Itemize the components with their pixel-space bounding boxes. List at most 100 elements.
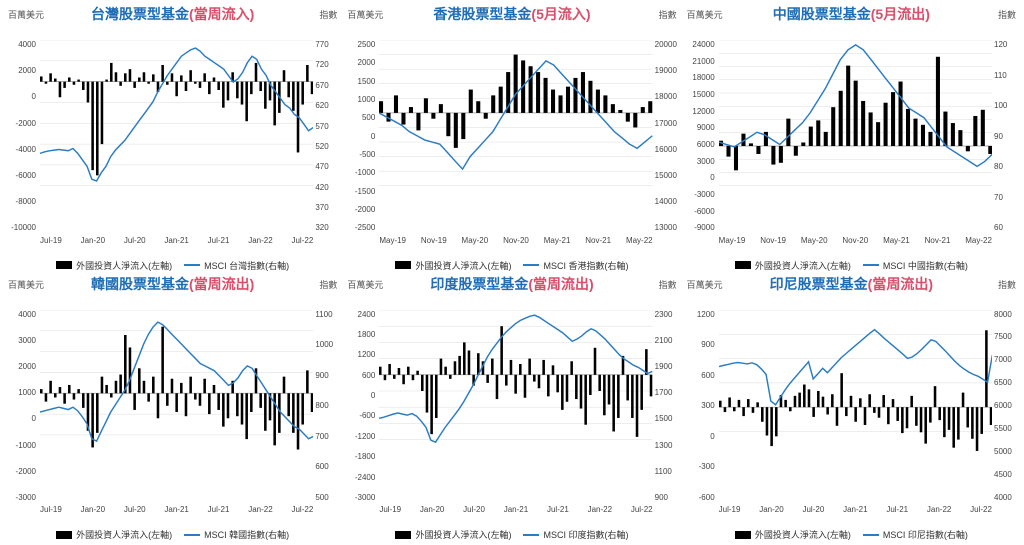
y-left-unit: 百萬美元 bbox=[347, 8, 383, 21]
chart-title: 印尼股票型基金(當周流出) bbox=[683, 274, 1020, 294]
legend-bar-label: 外國投資人淨流入(左軸) bbox=[76, 259, 172, 272]
bar-swatch bbox=[56, 261, 72, 269]
title-main: 印尼股票型基金 bbox=[770, 276, 868, 292]
legend-bar: 外國投資人淨流入(左軸) bbox=[56, 528, 172, 541]
y-right-ticks: 12011010090807060 bbox=[994, 40, 1018, 233]
y-left-ticks: 12009006003000-300-600 bbox=[689, 310, 715, 503]
line-swatch bbox=[523, 534, 539, 536]
y-left-ticks: 24000210001800015000120009000600030000-3… bbox=[689, 40, 715, 233]
chart-title: 香港股票型基金(5月流入) bbox=[343, 4, 680, 24]
legend-bar: 外國投資人淨流入(左軸) bbox=[56, 259, 172, 272]
y-left-unit: 百萬美元 bbox=[8, 8, 44, 21]
legend-line-label: MSCI 香港指數(右軸) bbox=[543, 259, 628, 272]
chart-area: 12009006003000-300-600800075007000650060… bbox=[719, 310, 992, 503]
line-swatch bbox=[863, 264, 879, 266]
title-sub: (當周流出) bbox=[528, 276, 593, 292]
x-ticks: Jul-19Jan-20Jul-20Jan-21Jul-21Jan-22Jul-… bbox=[40, 236, 313, 245]
chart-panel-india: 印度股票型基金(當周流出)百萬美元指數2400180012006000-600-… bbox=[343, 274, 680, 542]
legend: 外國投資人淨流入(左軸) MSCI 印度指數(右軸) bbox=[343, 528, 680, 541]
y-left-ticks: 400020000-2000-4000-6000-8000-10000 bbox=[10, 40, 36, 233]
title-sub: (當周流入) bbox=[189, 6, 254, 22]
legend-line-label: MSCI 印尼指數(右軸) bbox=[883, 528, 968, 541]
legend-bar-label: 外國投資人淨流入(左軸) bbox=[755, 259, 851, 272]
legend: 外國投資人淨流入(左軸) MSCI 印尼指數(右軸) bbox=[683, 528, 1020, 541]
title-sub: (5月流入) bbox=[531, 6, 590, 22]
y-right-unit: 指數 bbox=[659, 8, 677, 21]
legend: 外國投資人淨流入(左軸) MSCI 香港指數(右軸) bbox=[343, 259, 680, 272]
plot-svg bbox=[379, 310, 652, 456]
chart-title: 韓國股票型基金(當周流出) bbox=[4, 274, 341, 294]
x-ticks: May-19Nov-19May-20Nov-20May-21Nov-21May-… bbox=[379, 236, 652, 245]
y-left-unit: 百萬美元 bbox=[687, 278, 723, 291]
legend-bar-label: 外國投資人淨流入(左軸) bbox=[415, 528, 511, 541]
legend-line: MSCI 中國指數(右軸) bbox=[863, 259, 968, 272]
bar-swatch bbox=[395, 261, 411, 269]
chart-title: 台灣股票型基金(當周流入) bbox=[4, 4, 341, 24]
chart-panel-korea: 韓國股票型基金(當周流出)百萬美元指數40003000200010000-100… bbox=[4, 274, 341, 542]
title-main: 韓國股票型基金 bbox=[91, 276, 189, 292]
title-sub: (當周流出) bbox=[189, 276, 254, 292]
chart-grid: 台灣股票型基金(當周流入)百萬美元指數400020000-2000-4000-6… bbox=[0, 0, 1024, 545]
line-swatch bbox=[523, 264, 539, 266]
title-sub: (5月流出) bbox=[871, 6, 930, 22]
legend-line: MSCI 印度指數(右軸) bbox=[523, 528, 628, 541]
plot-svg bbox=[379, 40, 652, 186]
bar-swatch bbox=[735, 261, 751, 269]
y-right-unit: 指數 bbox=[319, 8, 337, 21]
chart-panel-hongkong: 香港股票型基金(5月流入)百萬美元指數25002000150010005000-… bbox=[343, 4, 680, 272]
chart-title: 中國股票型基金(5月流出) bbox=[683, 4, 1020, 24]
legend-line: MSCI 印尼指數(右軸) bbox=[863, 528, 968, 541]
bar-swatch bbox=[735, 531, 751, 539]
x-ticks: Jul-19Jan-20Jul-20Jan-21Jul-21Jan-22Jul-… bbox=[40, 505, 313, 514]
chart-area: 24000210001800015000120009000600030000-3… bbox=[719, 40, 992, 233]
y-left-ticks: 40003000200010000-1000-2000-3000 bbox=[10, 310, 36, 503]
legend-bar-label: 外國投資人淨流入(左軸) bbox=[755, 528, 851, 541]
legend: 外國投資人淨流入(左軸) MSCI 中國指數(右軸) bbox=[683, 259, 1020, 272]
chart-panel-indonesia: 印尼股票型基金(當周流出)百萬美元指數12009006003000-300-60… bbox=[683, 274, 1020, 542]
chart-area: 40003000200010000-1000-2000-300011001000… bbox=[40, 310, 313, 503]
legend-line-label: MSCI 中國指數(右軸) bbox=[883, 259, 968, 272]
y-right-unit: 指數 bbox=[319, 278, 337, 291]
line-swatch bbox=[184, 534, 200, 536]
legend-line: MSCI 台灣指數(右軸) bbox=[184, 259, 289, 272]
plot-svg bbox=[40, 40, 313, 186]
y-right-ticks: 800075007000650060005500500045004000 bbox=[994, 310, 1018, 503]
legend: 外國投資人淨流入(左軸) MSCI 韓國指數(右軸) bbox=[4, 528, 341, 541]
chart-area: 25002000150010005000-500-1000-1500-2000-… bbox=[379, 40, 652, 233]
legend-line-label: MSCI 韓國指數(右軸) bbox=[204, 528, 289, 541]
legend-line-label: MSCI 印度指數(右軸) bbox=[543, 528, 628, 541]
chart-area: 400020000-2000-4000-6000-8000-1000077072… bbox=[40, 40, 313, 233]
legend: 外國投資人淨流入(左軸) MSCI 台灣指數(右軸) bbox=[4, 259, 341, 272]
legend-bar: 外國投資人淨流入(左軸) bbox=[735, 528, 851, 541]
legend-bar-label: 外國投資人淨流入(左軸) bbox=[76, 528, 172, 541]
title-main: 台灣股票型基金 bbox=[91, 6, 189, 22]
x-ticks: Jul-19Jan-20Jul-20Jan-21Jul-21Jan-22Jul-… bbox=[379, 505, 652, 514]
y-right-ticks: 2000019000180001700016000150001400013000 bbox=[655, 40, 679, 233]
y-left-unit: 百萬美元 bbox=[347, 278, 383, 291]
y-left-unit: 百萬美元 bbox=[687, 8, 723, 21]
chart-panel-china: 中國股票型基金(5月流出)百萬美元指數240002100018000150001… bbox=[683, 4, 1020, 272]
legend-bar: 外國投資人淨流入(左軸) bbox=[395, 259, 511, 272]
y-right-ticks: 770720670620570520470420370320 bbox=[315, 40, 339, 233]
bar-swatch bbox=[395, 531, 411, 539]
plot-svg bbox=[40, 310, 313, 456]
bar-swatch bbox=[56, 531, 72, 539]
y-right-ticks: 11001000900800700600500 bbox=[315, 310, 339, 503]
chart-title: 印度股票型基金(當周流出) bbox=[343, 274, 680, 294]
plot-svg bbox=[719, 40, 992, 186]
y-right-ticks: 2300210019001700150013001100900 bbox=[655, 310, 679, 503]
legend-line-label: MSCI 台灣指數(右軸) bbox=[204, 259, 289, 272]
y-right-unit: 指數 bbox=[998, 8, 1016, 21]
y-left-ticks: 2400180012006000-600-1200-1800-2400-3000 bbox=[349, 310, 375, 503]
line-swatch bbox=[863, 534, 879, 536]
legend-line: MSCI 香港指數(右軸) bbox=[523, 259, 628, 272]
y-left-ticks: 25002000150010005000-500-1000-1500-2000-… bbox=[349, 40, 375, 233]
legend-line: MSCI 韓國指數(右軸) bbox=[184, 528, 289, 541]
line-swatch bbox=[184, 264, 200, 266]
title-main: 香港股票型基金 bbox=[433, 6, 531, 22]
legend-bar-label: 外國投資人淨流入(左軸) bbox=[415, 259, 511, 272]
title-sub: (當周流出) bbox=[868, 276, 933, 292]
title-main: 印度股票型基金 bbox=[430, 276, 528, 292]
x-ticks: May-19Nov-19May-20Nov-20May-21Nov-21May-… bbox=[719, 236, 992, 245]
title-main: 中國股票型基金 bbox=[773, 6, 871, 22]
